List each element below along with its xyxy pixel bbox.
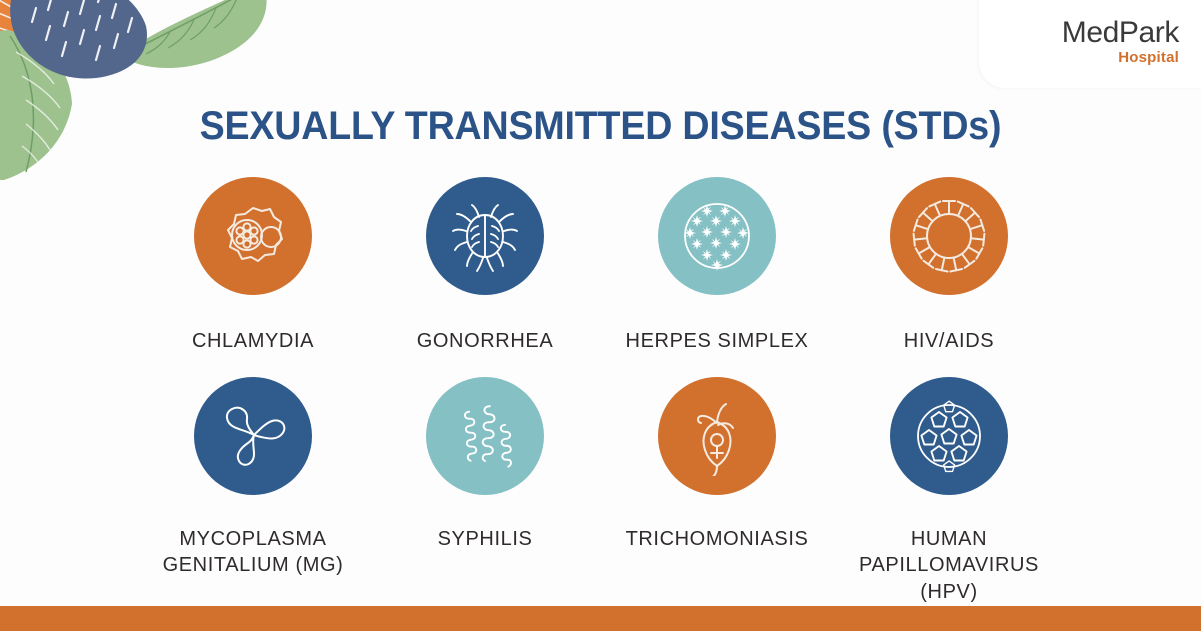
disease-item-trichomoniasis: TRICHOMONIASIS: [601, 377, 833, 605]
syphilis-spirochete-icon: [463, 405, 512, 468]
disease-icon-circle: [890, 377, 1008, 495]
disease-icon-circle: [426, 377, 544, 495]
chlamydia-cell-icon: [227, 207, 283, 262]
disease-label: GONORRHEA: [416, 330, 554, 352]
disease-label: MYCOPLASMA GENITALIUM (MG): [162, 528, 344, 577]
herpes-virion-icon: [684, 203, 750, 271]
disease-icon-circle: [426, 177, 544, 295]
mycoplasma-cells-icon: [226, 406, 286, 466]
disease-item-hpv: HUMAN PAPILLOMAVIRUS (HPV): [833, 377, 1065, 605]
footer-accent-bar: [0, 606, 1201, 631]
disease-icon-circle: [194, 177, 312, 295]
disease-icon-circle: [194, 377, 312, 495]
page-title: SEXUALLY TRANSMITTED DISEASES (STDs): [199, 104, 1002, 148]
logo-name-secondary: Park: [1118, 15, 1179, 49]
disease-label: CHLAMYDIA: [191, 330, 315, 352]
hiv-virus-icon: [912, 200, 986, 273]
disease-label: HIV/AIDS: [903, 330, 995, 352]
trichomonas-protozoan-icon: [697, 403, 734, 476]
disease-icon-circle: [890, 177, 1008, 295]
logo-wordmark: MedPark: [1061, 15, 1180, 49]
disease-item-herpes: HERPES SIMPLEX: [601, 177, 833, 377]
disease-icon-circle: [658, 177, 776, 295]
disease-item-hiv-aids: HIV/AIDS: [833, 177, 1065, 377]
disease-label: SYPHILIS: [437, 528, 533, 550]
hpv-capsid-icon: [917, 400, 981, 473]
logo-tagline: Hospital: [1118, 48, 1179, 66]
disease-label: HUMAN PAPILLOMAVIRUS (HPV): [859, 528, 1039, 603]
disease-item-mycoplasma: MYCOPLASMA GENITALIUM (MG): [137, 377, 369, 605]
logo-name-primary: Med: [1061, 15, 1120, 49]
disease-label: TRICHOMONIASIS: [625, 528, 809, 550]
disease-grid: CHLAMYDIA: [137, 177, 1065, 605]
gonorrhea-diplococcus-icon: [452, 204, 518, 272]
disease-label: HERPES SIMPLEX: [625, 330, 809, 352]
disease-item-gonorrhea: GONORRHEA: [369, 177, 601, 377]
disease-item-syphilis: SYPHILIS: [369, 377, 601, 605]
medpark-logo: MedPark Hospital: [979, 0, 1201, 88]
decorative-foliage: [0, 0, 267, 180]
disease-item-chlamydia: CHLAMYDIA: [137, 177, 369, 377]
disease-icon-circle: [658, 377, 776, 495]
